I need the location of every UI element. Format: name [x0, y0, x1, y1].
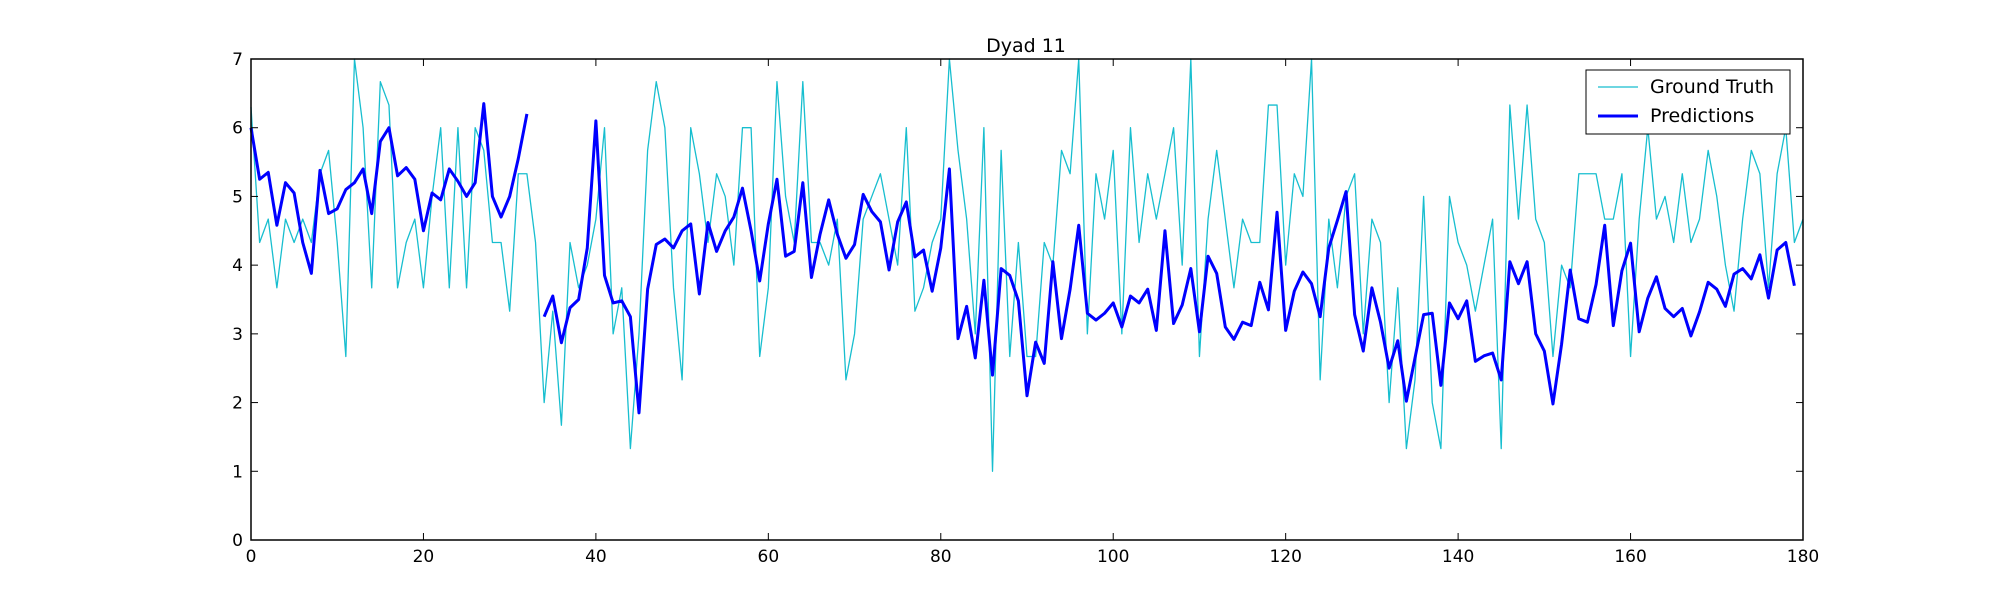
legend-label-ground-truth: Ground Truth	[1650, 76, 1774, 98]
series-layer	[249, 58, 1804, 472]
y-tick-label: 2	[232, 394, 243, 414]
x-tick-label: 80	[930, 547, 952, 567]
series-line-ground-truth	[250, 58, 1804, 472]
x-tick-label: 180	[1787, 547, 1819, 567]
legend: Ground Truth Predictions	[1585, 69, 1791, 135]
x-tick-label: 40	[585, 547, 607, 567]
y-tick-label: 6	[232, 119, 243, 139]
x-tick-label: 20	[413, 547, 435, 567]
chart-title: Dyad 11	[986, 35, 1066, 57]
x-tick-label: 100	[1097, 547, 1129, 567]
axes-layer: 0 20 40 60 80 100 120 140 160 180 0 1 2 3 4 5 6 7	[232, 50, 1819, 567]
x-tick-label: 140	[1442, 547, 1474, 567]
x-tick-label: 60	[758, 547, 780, 567]
legend-label-predictions: Predictions	[1650, 105, 1754, 127]
legend-box	[1585, 69, 1791, 135]
x-tick-label: 120	[1269, 547, 1301, 567]
x-tick-label: 160	[1614, 547, 1646, 567]
y-tick-label: 3	[232, 325, 243, 345]
y-tick-label: 0	[232, 531, 243, 551]
series-line-predictions	[249, 102, 1796, 415]
y-tick-label: 7	[232, 50, 243, 70]
y-tick-label: 5	[232, 187, 243, 207]
y-tick-label: 1	[232, 462, 243, 482]
y-tick-label: 4	[232, 256, 243, 276]
plot-frame	[250, 58, 1804, 541]
x-tick-label: 0	[246, 547, 257, 567]
